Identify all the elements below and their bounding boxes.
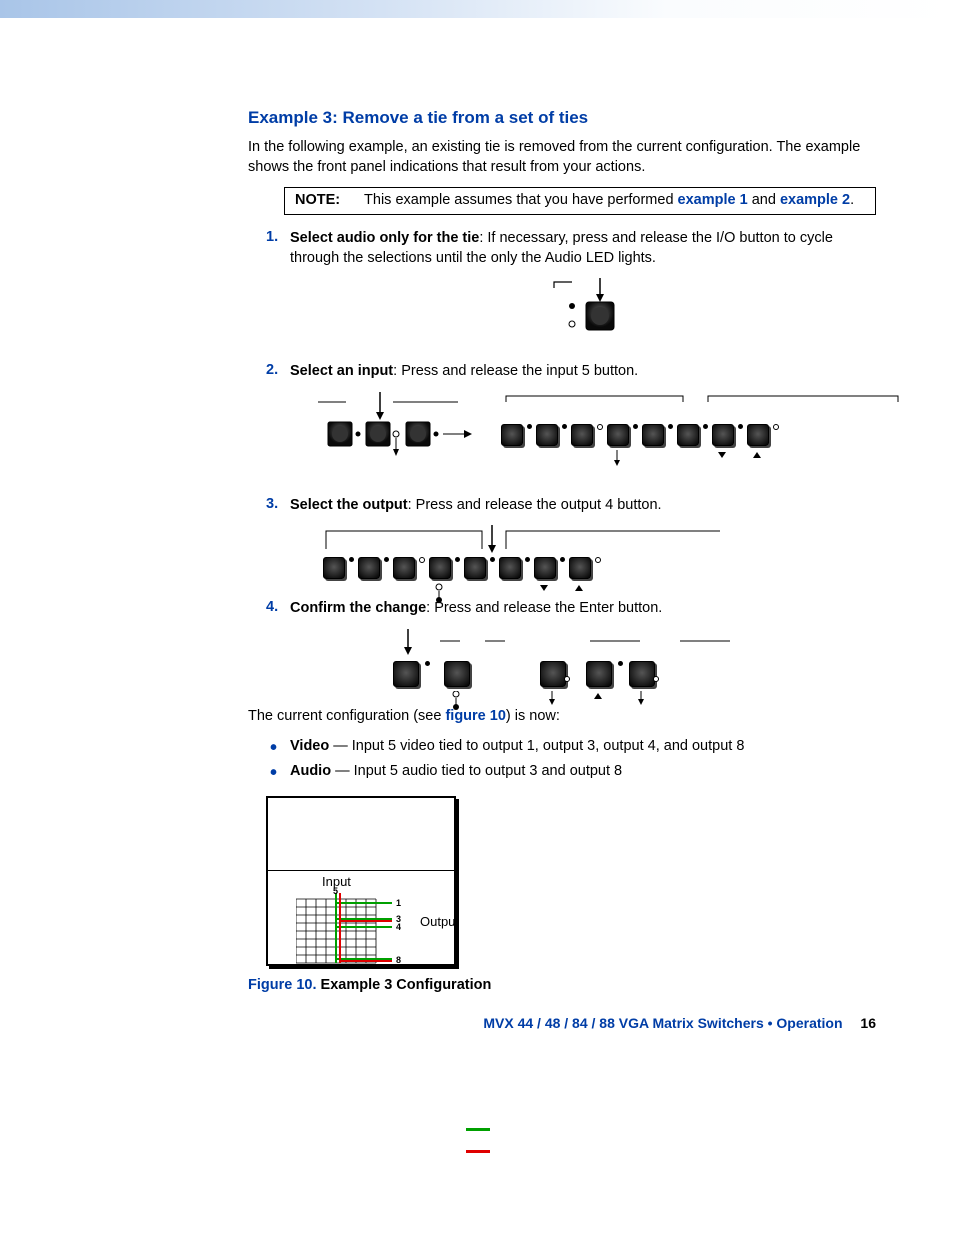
- step-rest: : Press and release the input 5 button.: [393, 363, 638, 379]
- bullet-label: Audio: [290, 763, 331, 779]
- step4-top-marks: [390, 629, 790, 657]
- step-number: 3.: [266, 496, 278, 512]
- step2-diagram: [298, 392, 876, 476]
- panel-button: [534, 557, 556, 579]
- panel-button: [642, 424, 664, 446]
- step-3: 3. Select the output: Press and release …: [266, 496, 876, 580]
- panel-button: [712, 424, 734, 446]
- config-line: The current configuration (see figure 10…: [248, 707, 876, 727]
- config-line-before: The current configuration (see: [248, 708, 445, 724]
- step3-diagram: [320, 525, 876, 579]
- axis-input-5: 5: [333, 886, 338, 896]
- panel-button: [323, 557, 345, 579]
- step-rest: : Press and release the output 4 button.: [408, 497, 662, 513]
- bullet-video: Video — Input 5 video tied to output 1, …: [266, 737, 876, 757]
- step-bold: Select an input: [290, 363, 393, 379]
- step-number: 4.: [266, 599, 278, 615]
- page-content: Example 3: Remove a tie from a set of ti…: [248, 108, 876, 995]
- panel-button: [358, 557, 380, 579]
- step-2: 2. Select an input: Press and release th…: [266, 362, 876, 476]
- panel-button: [569, 557, 591, 579]
- panel-button: [444, 661, 470, 687]
- panel-button: [499, 557, 521, 579]
- step-bold: Confirm the change: [290, 600, 426, 616]
- step-text: Confirm the change: Press and release th…: [290, 599, 876, 619]
- panel-button: [677, 424, 699, 446]
- note-link-example2[interactable]: example 2: [780, 192, 850, 208]
- step-4: 4. Confirm the change: Press and release…: [266, 599, 876, 687]
- note-box: NOTE: This example assumes that you have…: [284, 187, 876, 215]
- note-label: NOTE:: [295, 192, 340, 208]
- note-text-after: .: [850, 192, 854, 208]
- step-text: Select an input: Press and release the i…: [290, 362, 876, 382]
- axis-out-4: 4: [396, 922, 401, 932]
- step-text: Select the output: Press and release the…: [290, 496, 876, 516]
- axis-out-1: 1: [396, 898, 401, 908]
- note-text-mid: and: [748, 192, 780, 208]
- footer-page-number: 16: [860, 1015, 876, 1031]
- figure10-diagram: Input Output: [266, 796, 456, 966]
- note-link-example1[interactable]: example 1: [678, 192, 748, 208]
- panel-button: [536, 424, 558, 446]
- step1-diagram: [290, 278, 876, 342]
- panel-button: [393, 661, 419, 687]
- note-text-before: This example assumes that you have perfo…: [364, 192, 678, 208]
- step-text: Select audio only for the tie: If necess…: [290, 229, 876, 268]
- panel-button: [464, 557, 486, 579]
- step-number: 2.: [266, 362, 278, 378]
- panel-button: [571, 424, 593, 446]
- page-top-gradient-bar: [0, 0, 954, 18]
- panel-button: [393, 557, 415, 579]
- legend-audio-dash: [466, 1150, 490, 1153]
- step-rest: : Press and release the Enter button.: [426, 600, 662, 616]
- panel-button: [747, 424, 769, 446]
- page-footer: MVX 44 / 48 / 84 / 88 VGA Matrix Switche…: [0, 1015, 954, 1067]
- step1-svg: [538, 278, 628, 338]
- panel-button: [501, 424, 523, 446]
- step-number: 1.: [266, 229, 278, 245]
- step-bold: Select the output: [290, 497, 408, 513]
- footer-text: MVX 44 / 48 / 84 / 88 VGA Matrix Switche…: [483, 1015, 842, 1031]
- step-bold: Select audio only for the tie: [290, 230, 479, 246]
- axis-out-8: 8: [396, 955, 401, 965]
- step4-diagram: [390, 629, 876, 687]
- bullet-text: — Input 5 audio tied to output 3 and out…: [331, 763, 622, 779]
- figure10-output-label: Output: [420, 914, 459, 929]
- bullet-label: Video: [290, 738, 329, 754]
- bullet-audio: Audio — Input 5 audio tied to output 3 a…: [266, 762, 876, 782]
- figure10-grid-svg: [296, 893, 406, 983]
- panel-button: [429, 557, 451, 579]
- steps-list: 1. Select audio only for the tie: If nec…: [266, 229, 876, 687]
- config-bullet-list: Video — Input 5 video tied to output 1, …: [266, 737, 876, 782]
- section-title: Example 3: Remove a tie from a set of ti…: [248, 108, 876, 128]
- figure10-legend: [466, 1121, 490, 1159]
- intro-paragraph: In the following example, an existing ti…: [248, 138, 876, 177]
- step-1: 1. Select audio only for the tie: If nec…: [266, 229, 876, 342]
- step3-bracket: [320, 525, 740, 553]
- panel-button: [607, 424, 629, 446]
- legend-video-dash: [466, 1128, 490, 1131]
- panel-button: [586, 661, 612, 687]
- bullet-text: — Input 5 video tied to output 1, output…: [329, 738, 744, 754]
